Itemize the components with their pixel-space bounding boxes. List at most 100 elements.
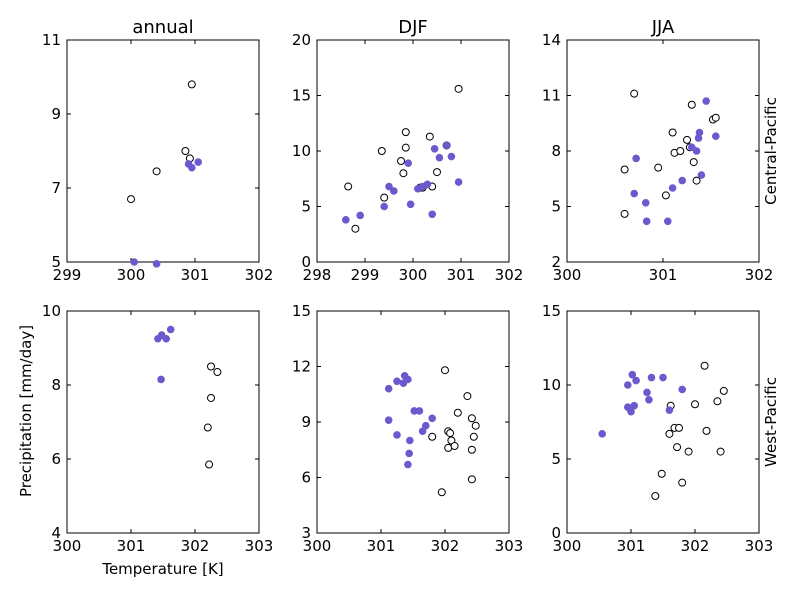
y-tick-label: 3 <box>301 524 311 542</box>
data-point-hollow <box>691 400 699 409</box>
data-point-filled <box>665 406 674 414</box>
row-label: West-Pacific <box>762 377 780 467</box>
data-point-hollow <box>467 475 476 484</box>
figure-x-axis-label: Temperature [K] <box>101 560 223 578</box>
plot-frame <box>66 39 260 263</box>
data-point-filled <box>659 373 667 382</box>
y-tick-label: 4 <box>51 524 61 542</box>
panel-title: annual <box>132 17 193 38</box>
y-tick-label: 14 <box>542 31 561 49</box>
data-point-hollow <box>620 165 629 174</box>
data-point-filled <box>384 384 393 393</box>
data-point-filled <box>421 421 430 430</box>
data-point-filled <box>405 436 414 445</box>
panel-1-2: 300 301 302 303 0 5 10 15 West-Pacific <box>542 302 780 555</box>
data-point-hollow <box>207 362 215 371</box>
y-tick-label: 8 <box>51 376 61 394</box>
y-tick-label: 15 <box>542 302 561 320</box>
data-point-hollow <box>181 147 190 155</box>
data-point-hollow <box>657 469 666 478</box>
data-point-hollow <box>433 168 441 177</box>
data-point-filled <box>130 258 138 266</box>
y-tick-label: 10 <box>542 376 561 394</box>
data-point-filled <box>711 132 720 140</box>
data-point-hollow <box>152 167 161 176</box>
data-point-filled <box>405 449 413 458</box>
y-tick-label: 5 <box>551 198 561 216</box>
x-tick-label: 302 <box>431 537 460 555</box>
data-point-filled <box>630 189 639 198</box>
x-tick-label: 298 <box>303 266 332 284</box>
data-point-hollow <box>469 432 478 441</box>
data-point-filled <box>695 128 704 137</box>
x-tick-label: 301 <box>367 537 396 555</box>
x-tick-label: 300 <box>553 537 582 555</box>
data-point-filled <box>384 416 393 424</box>
data-point-filled <box>647 373 656 382</box>
data-point-filled <box>678 385 687 394</box>
data-point-hollow <box>716 447 725 456</box>
y-tick-label: 9 <box>51 105 61 123</box>
y-tick-label: 6 <box>301 469 311 487</box>
y-tick-label: 10 <box>42 302 61 320</box>
data-point-hollow <box>678 478 687 487</box>
panel-0-2: 300 301 302 2 5 8 11 14 JJA Central-Pacific <box>542 17 780 284</box>
row-label: Central-Pacific <box>762 97 780 205</box>
plot-frame <box>566 39 760 263</box>
y-tick-label: 15 <box>292 302 311 320</box>
data-point-filled <box>668 184 677 192</box>
x-tick-label: 303 <box>245 537 274 555</box>
data-point-filled <box>442 141 451 150</box>
x-tick-label: 299 <box>351 266 380 284</box>
data-point-filled <box>404 159 413 168</box>
data-point-hollow <box>207 393 215 402</box>
data-point-hollow <box>630 89 639 98</box>
data-point-hollow <box>700 361 709 370</box>
data-point-hollow <box>651 492 660 500</box>
plot-frame <box>66 310 260 534</box>
data-point-filled <box>643 388 651 397</box>
data-point-filled <box>641 199 650 207</box>
x-tick-label: 303 <box>495 537 524 555</box>
data-point-hollow <box>692 176 701 185</box>
data-point-hollow <box>127 195 135 204</box>
data-point-hollow <box>213 368 222 377</box>
x-tick-label: 302 <box>245 266 274 284</box>
x-tick-label: 299 <box>53 266 82 284</box>
y-tick-label: 5 <box>51 253 61 271</box>
data-point-hollow <box>344 182 353 191</box>
data-point-filled <box>623 381 632 389</box>
x-tick-label: 302 <box>681 537 710 555</box>
y-tick-label: 0 <box>551 524 561 542</box>
data-point-filled <box>678 176 687 185</box>
data-point-hollow <box>467 445 476 454</box>
panel-1-0: 300 301 302 303 4 6 8 10 <box>42 302 273 555</box>
x-tick-label: 300 <box>303 537 332 555</box>
y-tick-label: 0 <box>301 253 311 271</box>
data-point-filled <box>435 153 444 162</box>
data-point-hollow <box>380 193 389 202</box>
data-point-filled <box>393 377 401 386</box>
data-point-hollow <box>654 163 663 172</box>
data-point-filled <box>697 171 706 179</box>
y-tick-label: 5 <box>301 198 311 216</box>
y-tick-label: 20 <box>292 31 311 49</box>
data-point-filled <box>418 427 427 436</box>
data-point-hollow <box>428 432 437 441</box>
plot-frame <box>316 39 510 263</box>
data-point-filled <box>389 187 398 195</box>
x-tick-label: 301 <box>617 537 646 555</box>
y-tick-label: 5 <box>551 450 561 468</box>
data-point-hollow <box>620 209 629 218</box>
data-point-hollow <box>187 80 196 89</box>
y-tick-label: 7 <box>51 179 61 197</box>
data-point-hollow <box>665 429 674 438</box>
data-point-hollow <box>471 421 480 430</box>
data-point-filled <box>630 401 639 410</box>
data-point-filled <box>166 325 175 334</box>
data-point-hollow <box>661 191 670 200</box>
data-point-filled <box>188 163 196 172</box>
x-tick-label: 300 <box>53 537 82 555</box>
data-point-filled <box>194 158 202 166</box>
figure-y-axis-label: Precipitation [mm/day] <box>17 325 35 497</box>
